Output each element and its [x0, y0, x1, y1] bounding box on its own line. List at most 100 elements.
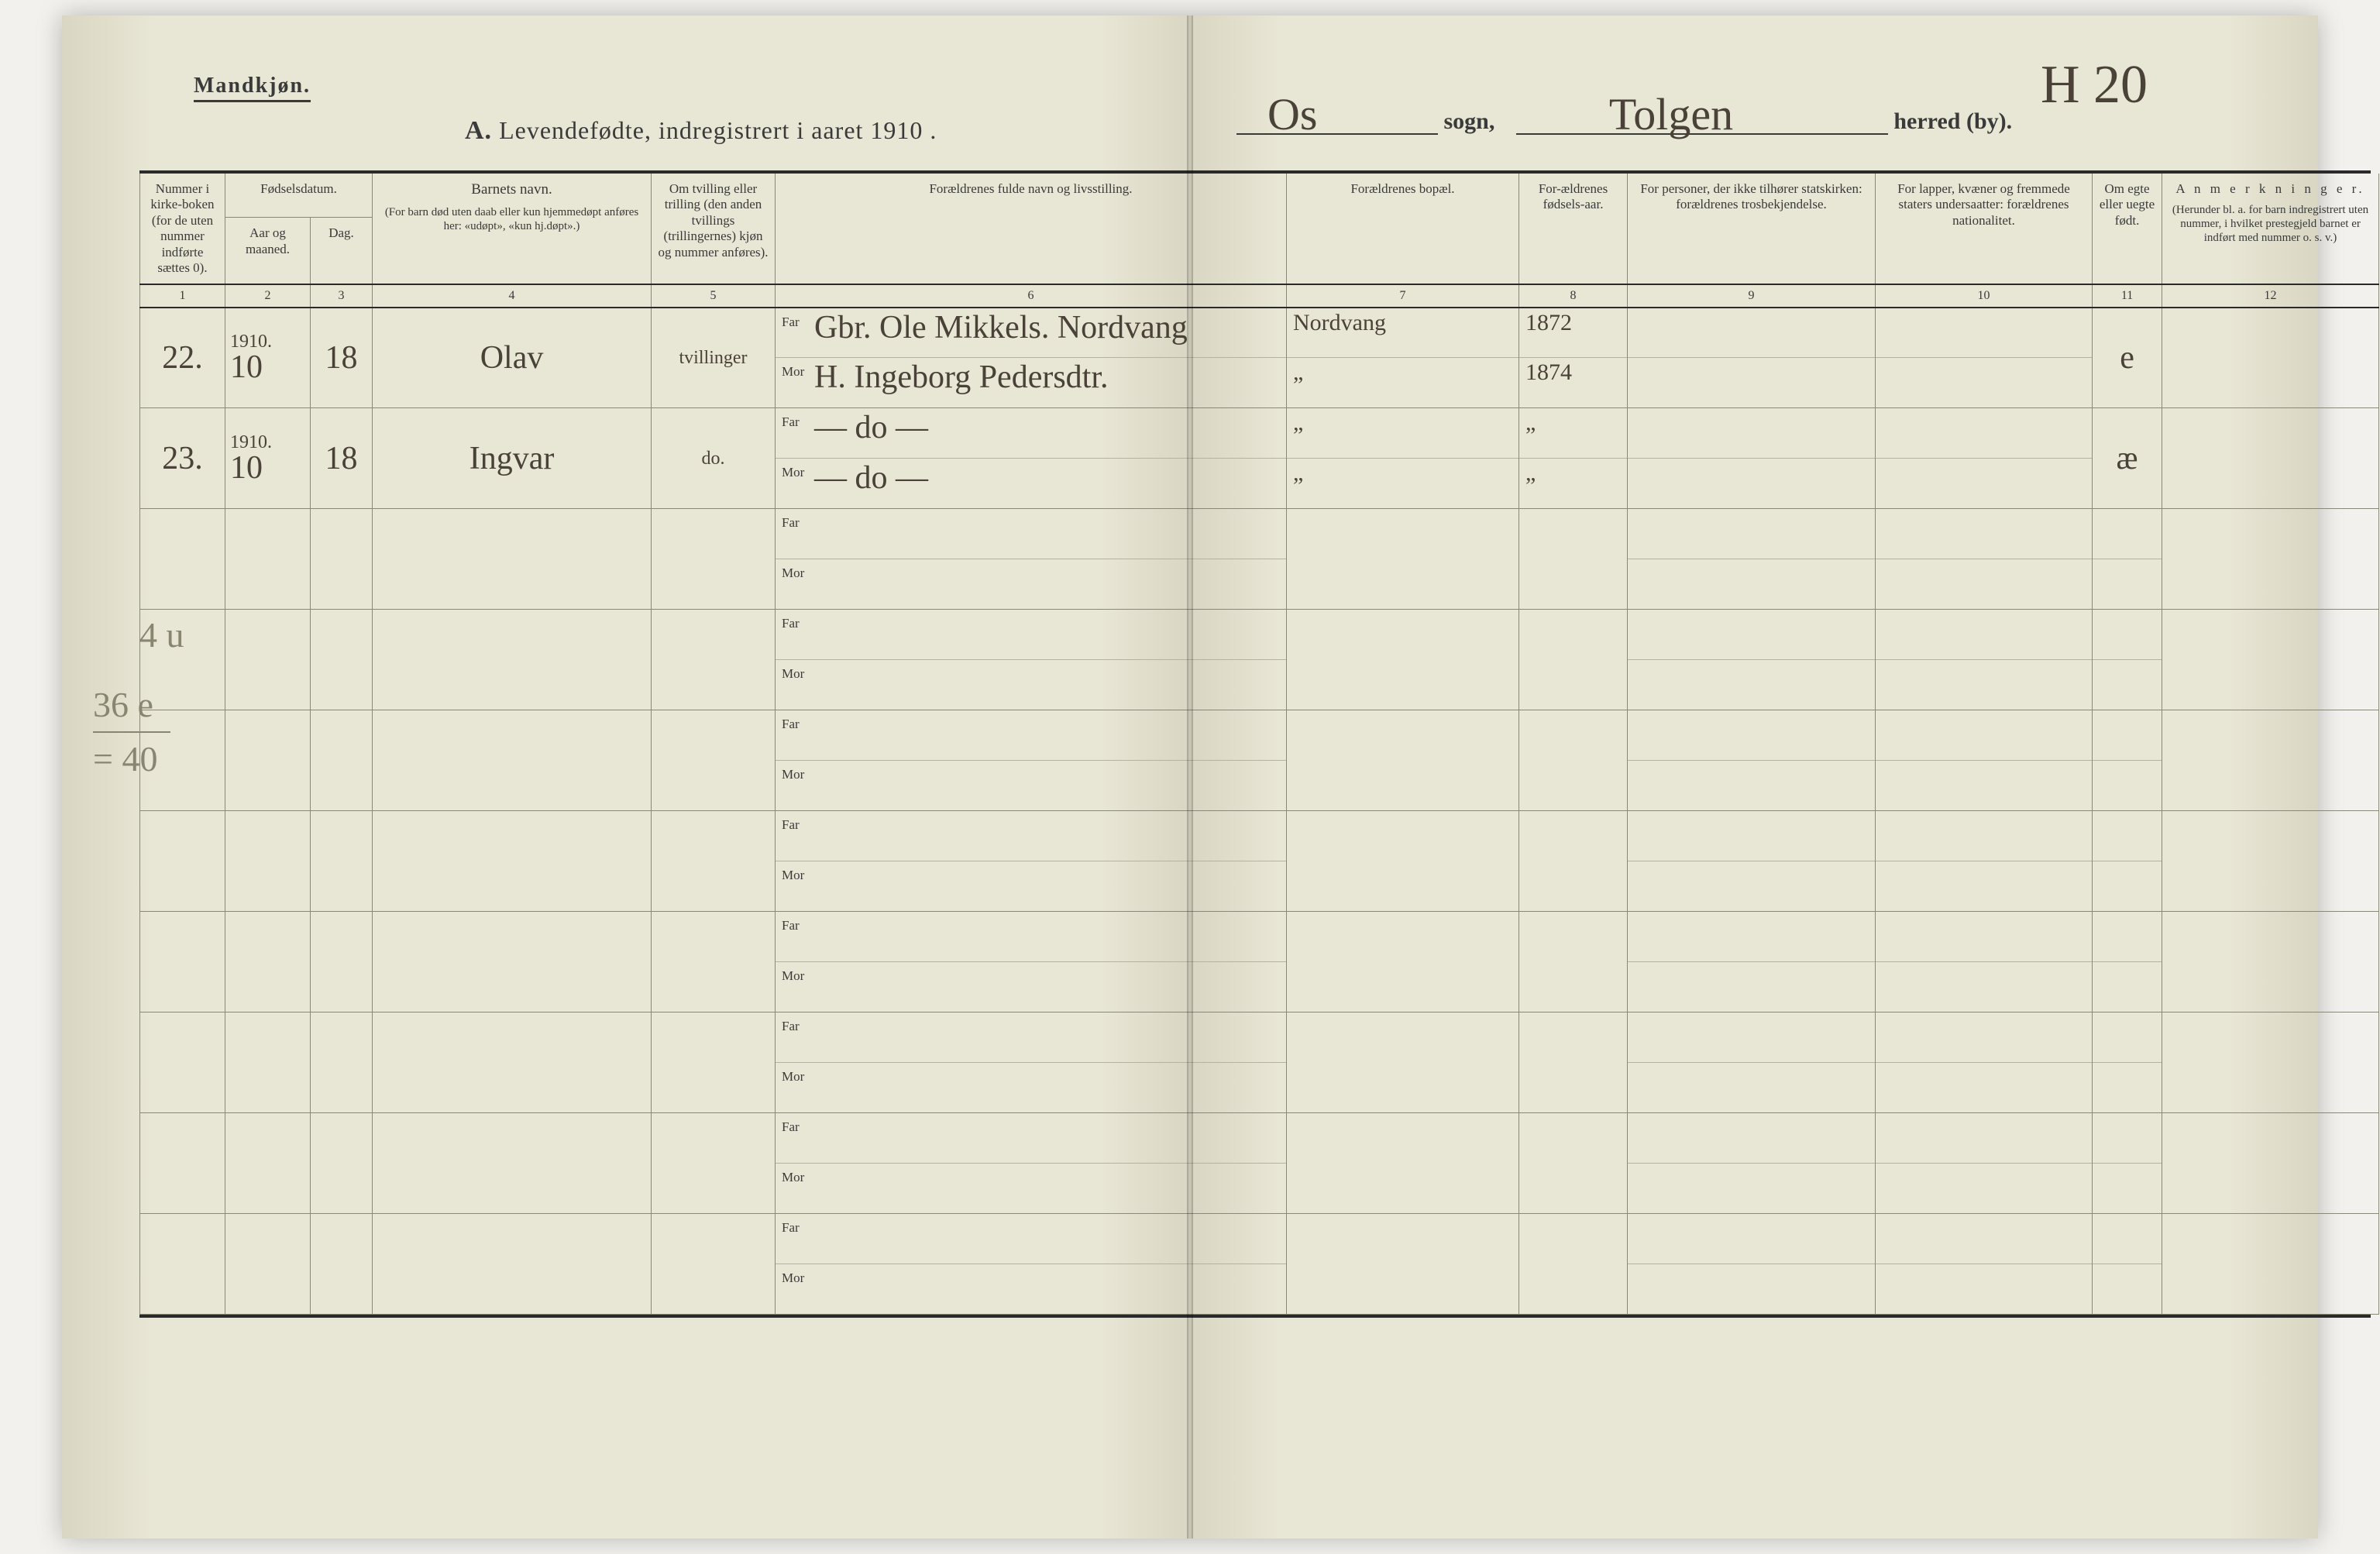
empty-cell — [1287, 1013, 1519, 1113]
title-text: Levendefødte, indregistrert i aaret 19 — [499, 116, 896, 144]
cell-value-hand: tvillinger — [679, 349, 748, 367]
split-cell — [1876, 710, 2093, 811]
farmor-cell: Far— do —Mor— do — — [776, 408, 1287, 509]
far-label: Far — [782, 616, 800, 631]
empty-cell — [373, 1214, 652, 1315]
cell-value-hand: do. — [702, 449, 725, 468]
empty-cell — [2162, 1013, 2379, 1113]
empty-cell — [225, 610, 311, 710]
cell-value-hand: „ — [1525, 460, 1536, 486]
split-cell — [1876, 1113, 2093, 1214]
split-cell: „„ — [1287, 408, 1519, 509]
mor-label: Mor — [782, 666, 804, 682]
empty-cell — [225, 912, 311, 1013]
farmor-cell: FarMor — [776, 912, 1287, 1013]
sogn-handwritten: Os — [1267, 88, 1317, 140]
remarks-cell — [2162, 308, 2379, 408]
empty-cell — [2162, 1214, 2379, 1315]
empty-cell — [311, 1113, 373, 1214]
col-header-6: Forældrenes fulde navn og livsstilling. — [776, 174, 1287, 284]
split-cell — [2093, 912, 2162, 1013]
page-spread: Mandkjøn. A. Levendefødte, indregistrert… — [62, 15, 2318, 1539]
empty-cell — [2162, 509, 2379, 610]
empty-cell — [1519, 1113, 1628, 1214]
split-cell — [1628, 1013, 1876, 1113]
mor-label: Mor — [782, 465, 804, 480]
herred-label: herred (by). — [1893, 108, 2012, 134]
mor-label: Mor — [782, 1270, 804, 1286]
table-row: Far Mor — [140, 1214, 2379, 1315]
farmor-cell: FarMor — [776, 509, 1287, 610]
col-header-3: Dag. — [311, 218, 373, 285]
split-cell — [2093, 811, 2162, 912]
empty-cell — [1287, 811, 1519, 912]
split-cell: „„ — [1519, 408, 1628, 509]
split-cell — [2093, 509, 2162, 610]
cell-value-hand: 10 — [230, 351, 305, 383]
margin-note-top: 4 u — [139, 612, 184, 658]
empty-cell — [140, 1113, 225, 1214]
book-spine — [1187, 15, 1193, 1539]
farmor-cell: FarGbr. Ole Mikkels. NordvangMorH. Ingeb… — [776, 308, 1287, 408]
col-header-10: For lapper, kvæner og fremmede staters u… — [1876, 174, 2093, 284]
column-number: 7 — [1287, 284, 1519, 307]
split-cell — [1876, 509, 2093, 610]
split-cell: Nordvang„ — [1287, 308, 1519, 408]
col12-top: A n m e r k n i n g e r. — [2167, 181, 2374, 197]
empty-cell — [311, 1214, 373, 1315]
far-value-hand: — do — — [814, 410, 928, 445]
column-number: 10 — [1876, 284, 2093, 307]
mor-label: Mor — [782, 968, 804, 984]
cell-value-hand: 18 — [325, 442, 358, 475]
sogn-label: sogn, — [1444, 108, 1495, 134]
split-cell — [1876, 1214, 2093, 1315]
split-cell — [1876, 811, 2093, 912]
empty-cell — [311, 509, 373, 610]
cell-value-hand: „ — [1525, 410, 1536, 435]
column-number: 8 — [1519, 284, 1628, 307]
table-row: 22.1910.1018OlavtvillingerFarGbr. Ole Mi… — [140, 308, 2379, 408]
row-number-cell: 22. — [140, 308, 225, 408]
empty-cell — [225, 811, 311, 912]
column-number: 9 — [1628, 284, 1876, 307]
column-number: 6 — [776, 284, 1287, 307]
far-label: Far — [782, 1220, 800, 1236]
column-number-row: 123456789101112 — [140, 284, 2379, 307]
cell-value-hand: æ — [2117, 442, 2138, 475]
empty-cell — [373, 509, 652, 610]
empty-cell — [311, 912, 373, 1013]
cell-value-hand: e — [2120, 342, 2134, 374]
farmor-cell: FarMor — [776, 811, 1287, 912]
mor-label: Mor — [782, 364, 804, 380]
form-title: A. Levendefødte, indregistrert i aaret 1… — [465, 116, 937, 146]
cell-value-hand: 18 — [325, 342, 358, 374]
table-row: Far Mor — [140, 610, 2379, 710]
empty-cell — [373, 1013, 652, 1113]
far-value-hand: Gbr. Ole Mikkels. Nordvang — [814, 310, 1188, 346]
mor-label: Mor — [782, 868, 804, 883]
empty-cell — [373, 710, 652, 811]
cell-value-hand: 23. — [162, 442, 203, 475]
col-header-7: Forældrenes bopæl. — [1287, 174, 1519, 284]
cell-value-hand: „ — [1293, 410, 1303, 435]
far-label: Far — [782, 315, 800, 330]
split-cell — [2093, 1013, 2162, 1113]
split-cell — [2093, 710, 2162, 811]
split-cell — [2093, 1113, 2162, 1214]
folio-number-hand: H 20 — [2041, 54, 2148, 116]
mor-label: Mor — [782, 1069, 804, 1085]
cell-value-hand: 22. — [162, 342, 203, 374]
table-row: FarMor — [140, 912, 2379, 1013]
farmor-cell: Far Mor — [776, 610, 1287, 710]
empty-cell — [1287, 1113, 1519, 1214]
cell-value-hand: 1872 — [1525, 310, 1572, 335]
col-header-11: Om egte eller uegte født. — [2093, 174, 2162, 284]
split-cell — [1876, 912, 2093, 1013]
empty-cell — [1519, 509, 1628, 610]
cell-value-hand: 1910. — [230, 332, 305, 351]
split-cell — [1628, 1113, 1876, 1214]
column-number: 11 — [2093, 284, 2162, 307]
day-cell: 18 — [311, 408, 373, 509]
margin-tally: 4 u 36 e = 40 — [93, 612, 184, 782]
col-header-4: Barnets navn. (For barn død uten daab el… — [373, 174, 652, 284]
